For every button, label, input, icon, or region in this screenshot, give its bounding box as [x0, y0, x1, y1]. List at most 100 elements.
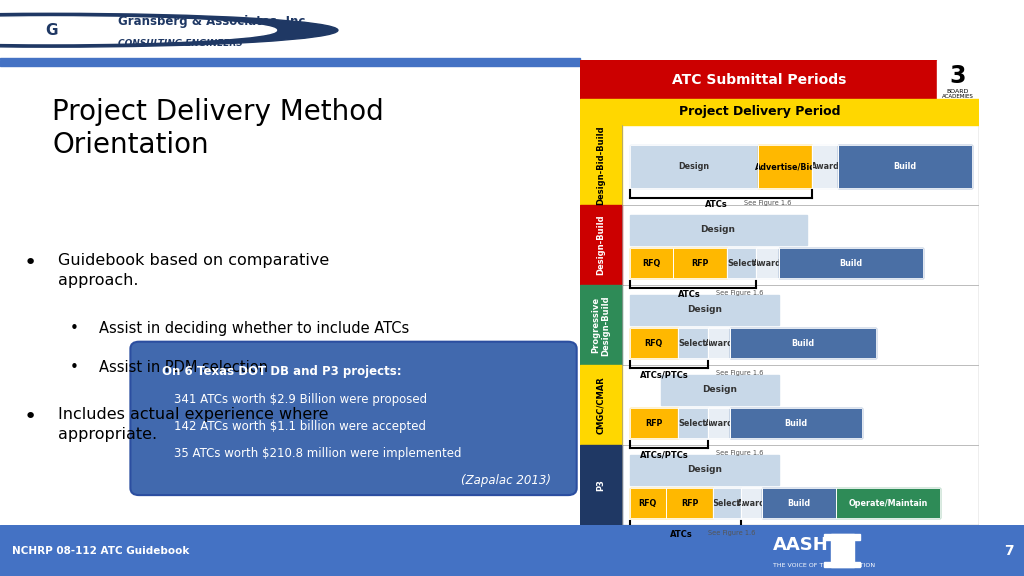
Bar	[580, 125, 979, 205]
Bar	[580, 445, 979, 525]
Text: On 6 Texas DOT DB and P3 projects:: On 6 Texas DOT DB and P3 projects:	[162, 365, 401, 378]
Text: Award: Award	[754, 259, 782, 267]
Bar	[779, 248, 923, 278]
Bar	[740, 488, 762, 518]
Bar	[580, 98, 979, 125]
Text: Award: Award	[736, 499, 766, 507]
Text: P3: P3	[596, 479, 605, 491]
Bar	[779, 248, 923, 278]
Bar	[812, 145, 838, 188]
Bar	[580, 445, 622, 525]
Text: NCHRP 08-112 ATC Guidebook: NCHRP 08-112 ATC Guidebook	[12, 545, 189, 556]
Text: RFQ: RFQ	[639, 499, 656, 507]
Text: Select: Select	[679, 339, 707, 347]
Bar	[630, 145, 758, 188]
Text: Build: Build	[784, 419, 808, 427]
Text: Assist in PDM selection: Assist in PDM selection	[98, 361, 267, 376]
Text: •: •	[24, 407, 37, 427]
Bar	[580, 60, 979, 98]
Bar	[678, 328, 708, 358]
Bar	[757, 248, 779, 278]
Bar	[708, 408, 730, 438]
Bar	[837, 488, 940, 518]
Bar	[730, 408, 862, 438]
Text: See Figure 1.6: See Figure 1.6	[743, 200, 792, 206]
Bar	[708, 328, 730, 358]
Bar	[740, 488, 762, 518]
Text: Build: Build	[792, 339, 815, 347]
Text: CONSULTING ENGINEERS: CONSULTING ENGINEERS	[118, 39, 243, 48]
Bar	[762, 488, 837, 518]
Text: 35 ATCs worth $210.8 million were implemented: 35 ATCs worth $210.8 million were implem…	[174, 447, 462, 460]
Bar	[0, 60, 580, 66]
Text: Select: Select	[727, 259, 756, 267]
Text: Design: Design	[700, 225, 735, 234]
Text: See Figure 1.6: See Figure 1.6	[716, 370, 763, 376]
Text: 341 ATCs worth $2.9 Billion were proposed: 341 ATCs worth $2.9 Billion were propose…	[174, 393, 427, 406]
Bar	[937, 60, 979, 98]
Text: Award: Award	[705, 419, 733, 427]
Bar	[630, 488, 666, 518]
Bar	[762, 488, 837, 518]
Bar	[838, 145, 972, 188]
Text: 7: 7	[1005, 544, 1014, 558]
Bar	[713, 488, 740, 518]
Text: •: •	[24, 253, 37, 274]
Bar	[630, 215, 807, 245]
Bar	[660, 374, 779, 405]
Bar	[708, 408, 730, 438]
Bar	[730, 328, 877, 358]
Text: BOARD: BOARD	[946, 89, 969, 94]
FancyBboxPatch shape	[130, 342, 577, 495]
Text: See Figure 1.6: See Figure 1.6	[716, 450, 763, 456]
Bar	[713, 488, 740, 518]
Bar	[630, 248, 673, 278]
Text: Design: Design	[687, 305, 722, 314]
Text: ATCs/PTCs: ATCs/PTCs	[640, 370, 689, 379]
Text: Progressive
Design-Build: Progressive Design-Build	[591, 295, 610, 355]
Text: RFP: RFP	[691, 259, 709, 267]
Bar	[580, 285, 979, 365]
Text: ACADEMIES: ACADEMIES	[942, 94, 974, 99]
Text: Project Delivery Method
Orientation: Project Delivery Method Orientation	[52, 98, 384, 159]
Text: Operate/Maintain: Operate/Maintain	[849, 499, 928, 507]
Text: Award: Award	[811, 162, 840, 171]
Text: ATCs: ATCs	[706, 200, 728, 209]
Bar	[666, 488, 713, 518]
Circle shape	[0, 13, 338, 47]
Text: ATCs: ATCs	[670, 530, 692, 539]
Bar	[580, 365, 622, 445]
Text: RFQ: RFQ	[642, 259, 660, 267]
Text: See Figure 1.6: See Figure 1.6	[709, 530, 756, 536]
Bar	[630, 248, 673, 278]
Bar	[630, 408, 678, 438]
Bar	[630, 145, 758, 188]
Bar	[838, 145, 972, 188]
Text: Design: Design	[678, 162, 710, 171]
Text: CMGC/CMAR: CMGC/CMAR	[596, 376, 605, 434]
Bar	[580, 205, 979, 285]
Bar	[580, 365, 979, 445]
Bar	[678, 328, 708, 358]
Text: G: G	[45, 22, 57, 38]
Text: ATCs/PTCs: ATCs/PTCs	[640, 450, 689, 459]
Text: Assist in deciding whether to include ATCs: Assist in deciding whether to include AT…	[98, 321, 409, 336]
Text: (Zapalac 2013): (Zapalac 2013)	[461, 473, 551, 487]
Text: Project Delivery Period: Project Delivery Period	[679, 105, 840, 118]
Bar	[837, 488, 940, 518]
Text: Build: Build	[893, 162, 916, 171]
Bar	[730, 328, 877, 358]
Text: Select: Select	[679, 419, 707, 427]
Bar	[757, 248, 779, 278]
Text: Design-Build: Design-Build	[596, 215, 605, 275]
Text: •: •	[70, 321, 79, 336]
Text: Award: Award	[705, 339, 733, 347]
Text: RFQ: RFQ	[645, 339, 663, 347]
Circle shape	[0, 17, 276, 44]
Text: Advertise/Bid: Advertise/Bid	[755, 162, 815, 171]
Bar	[630, 328, 678, 358]
Text: ATCs: ATCs	[678, 290, 700, 300]
Text: Guidebook based on comparative
approach.: Guidebook based on comparative approach.	[58, 253, 329, 288]
Bar	[727, 248, 757, 278]
Bar	[727, 248, 757, 278]
